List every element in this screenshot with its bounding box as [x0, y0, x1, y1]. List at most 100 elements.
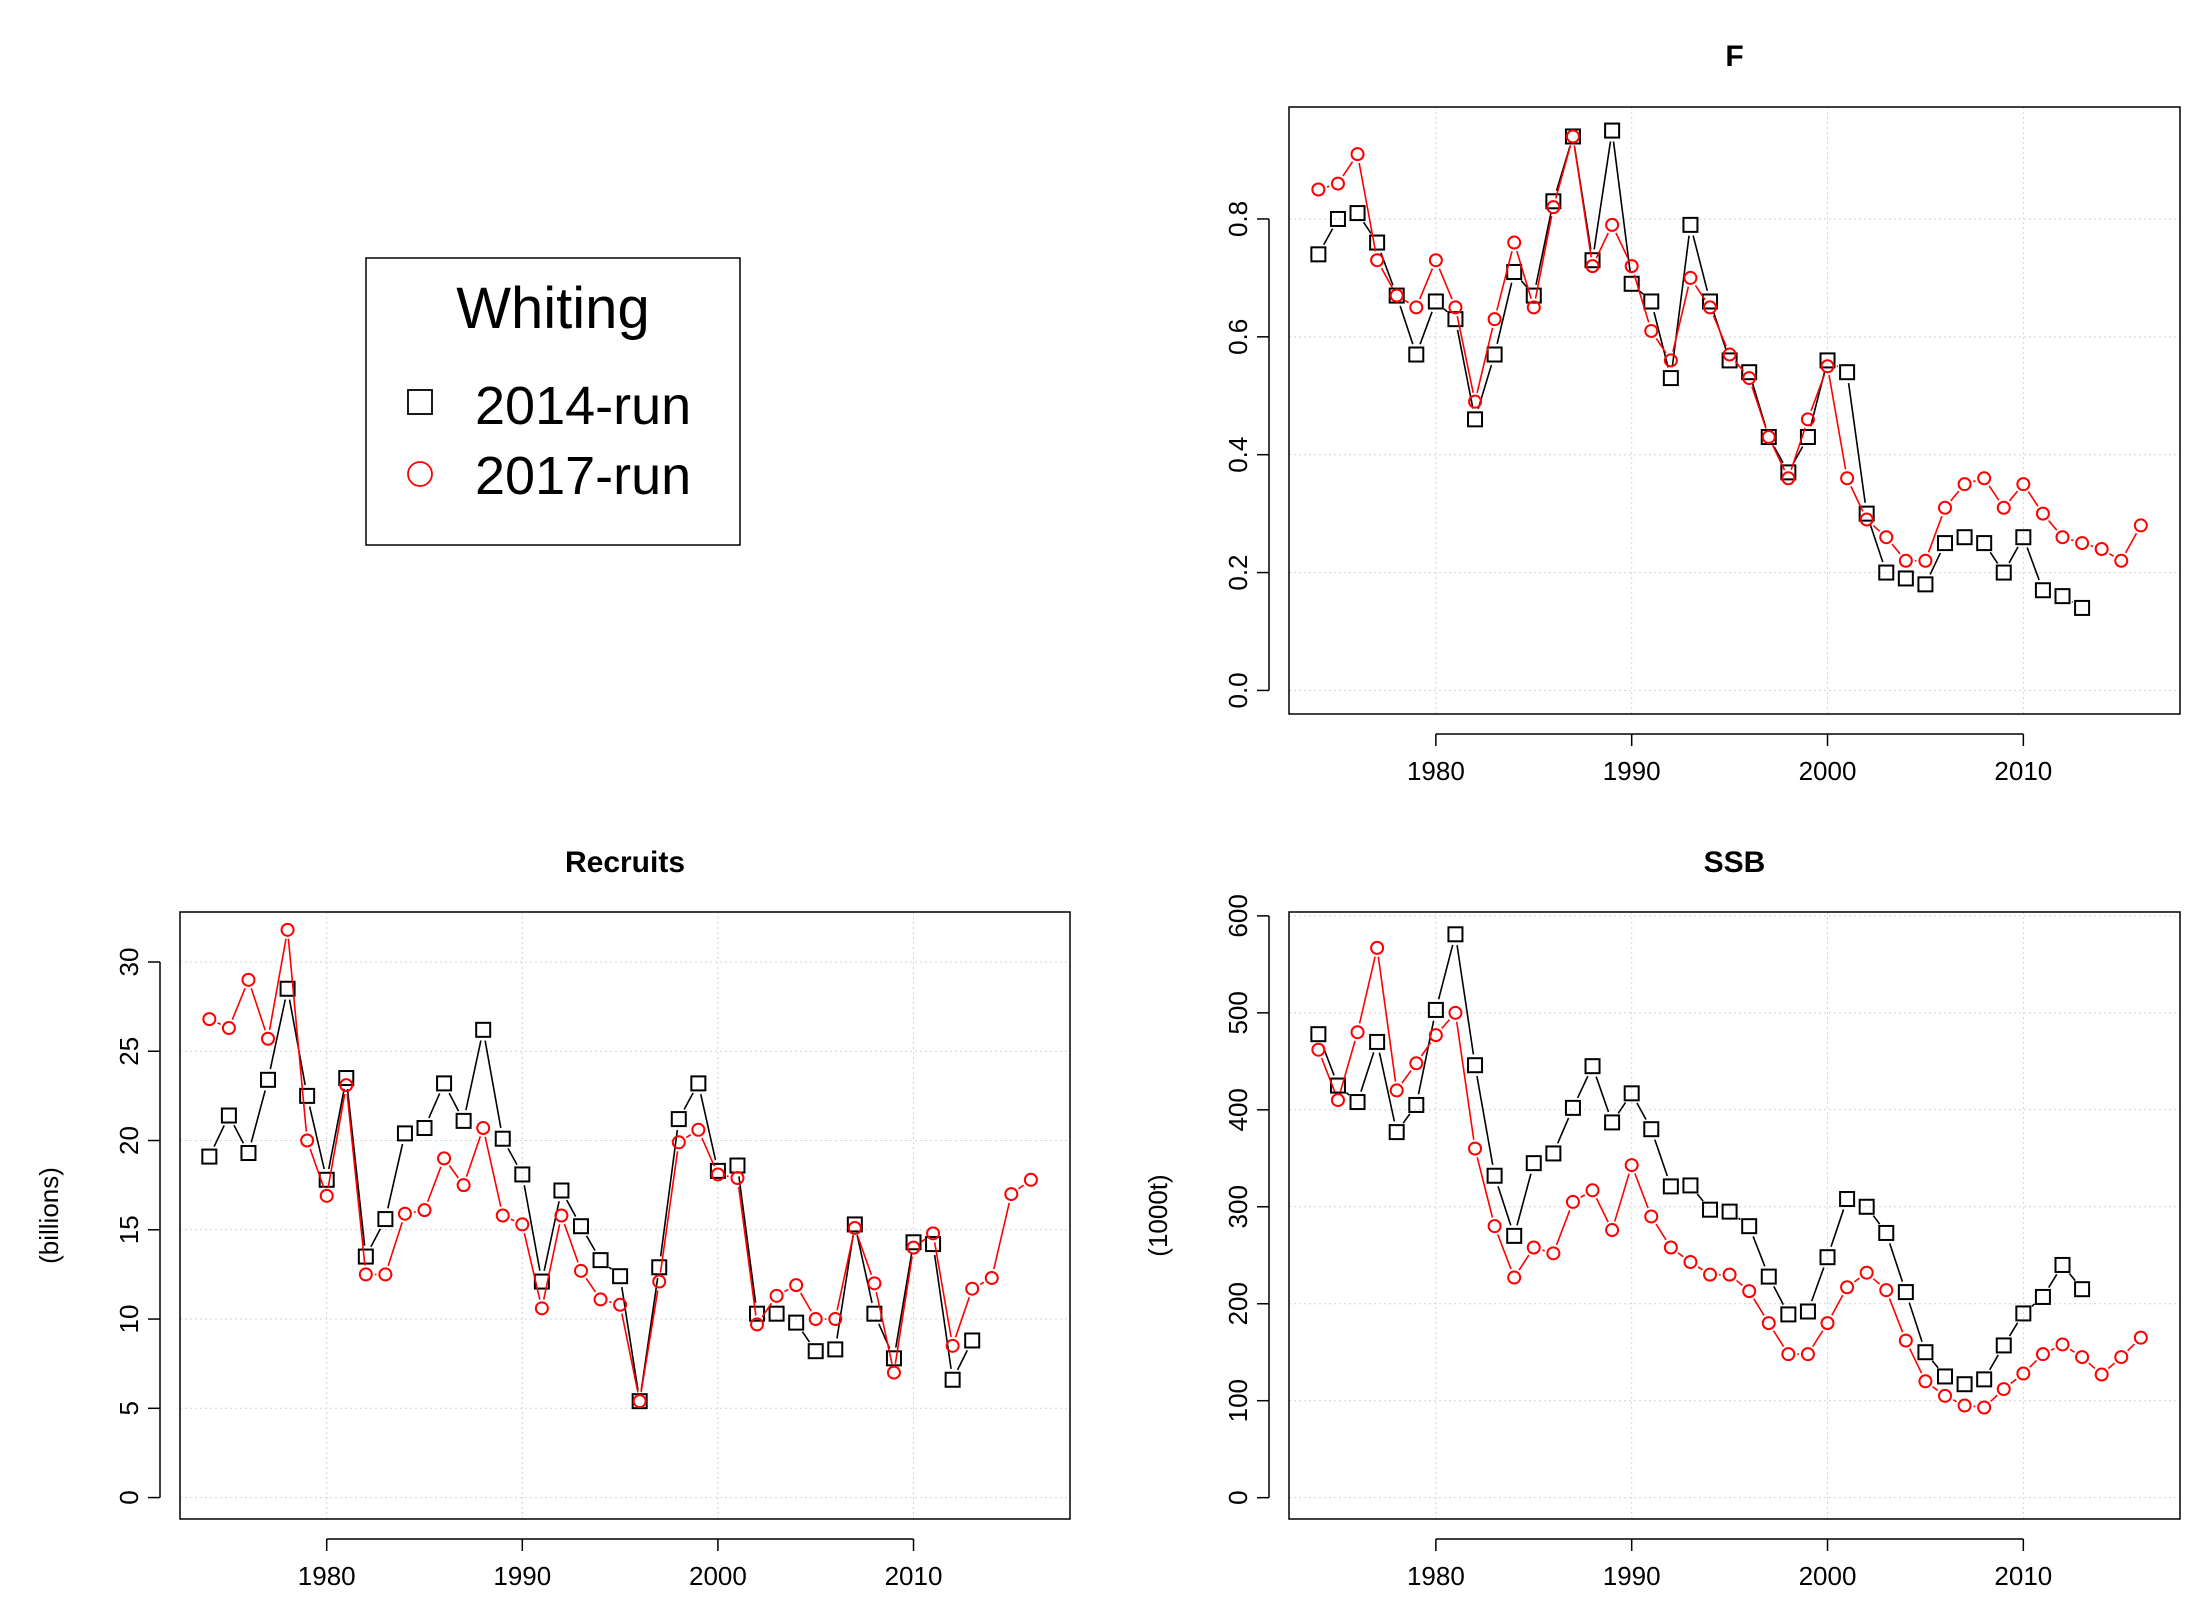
data-point: [260, 1071, 277, 1088]
data-point: [965, 1281, 980, 1296]
data-point: [2015, 1305, 2032, 1322]
series-segment: [1988, 1354, 1999, 1371]
data-point: [1546, 1246, 1561, 1261]
series-segment: [1671, 235, 1690, 368]
data-point: [867, 1276, 882, 1291]
series-segment: [1595, 1198, 1609, 1223]
data-point: [1389, 288, 1404, 303]
data-point: [1448, 300, 1463, 315]
series-segment: [1377, 956, 1397, 1082]
series-segment: [1853, 1277, 1860, 1283]
data-point: [1004, 1187, 1019, 1202]
series-segment: [507, 1147, 518, 1166]
series-segment: [1358, 162, 1377, 252]
series-segment: [1404, 299, 1409, 304]
data-point: [1310, 1026, 1327, 1043]
y-tick-label: 25: [114, 1037, 144, 1066]
series-segment: [448, 1092, 460, 1112]
series-segment: [2127, 1343, 2136, 1352]
series-segment: [2008, 546, 2019, 564]
series-segment: [621, 1286, 639, 1391]
data-point: [1369, 234, 1386, 251]
data-point: [613, 1297, 628, 1312]
data-point: [1546, 200, 1561, 215]
series-segment: [1752, 1236, 1766, 1267]
series-segment: [1771, 444, 1786, 471]
data-point: [357, 1248, 374, 1265]
series-segment: [585, 1235, 596, 1252]
series-segment: [1751, 386, 1767, 429]
series-segment: [894, 1256, 913, 1364]
data-point: [1467, 411, 1484, 428]
data-point: [1761, 430, 1776, 445]
series-segment: [683, 1092, 694, 1110]
data-point: [417, 1203, 432, 1218]
data-point: [1898, 553, 1913, 568]
series-segment: [933, 1242, 952, 1338]
data-point: [1486, 1167, 1503, 1184]
series-segment: [1828, 375, 1847, 470]
data-point: [2054, 588, 2071, 605]
data-point: [1840, 1280, 1855, 1295]
series-segment: [542, 1224, 561, 1300]
series-segment: [484, 1136, 502, 1207]
series-segment: [1613, 1173, 1630, 1222]
series-segment: [2069, 1348, 2075, 1353]
data-point: [573, 1263, 588, 1278]
series-segment: [979, 1281, 985, 1286]
y-tick-label: 0.0: [1223, 672, 1253, 708]
data-point: [1447, 926, 1464, 943]
series-segment: [1850, 486, 1864, 512]
data-point: [1624, 1158, 1639, 1173]
legend-square-marker: [407, 389, 433, 415]
data-point: [1507, 1270, 1522, 1285]
data-point: [437, 1151, 452, 1166]
series-segment: [1573, 145, 1592, 258]
data-point: [1840, 471, 1855, 486]
data-point: [1643, 1121, 1660, 1138]
data-point: [1976, 535, 1993, 552]
chart-title: F: [1725, 40, 1743, 73]
data-point: [1428, 253, 1443, 268]
series-2017-run: [1311, 129, 2148, 568]
series-segment: [1476, 1157, 1494, 1218]
y-tick-label: 15: [114, 1215, 144, 1244]
data-point: [495, 1208, 510, 1223]
data-point: [2035, 1347, 2050, 1362]
data-point: [397, 1206, 412, 1221]
series-segment: [308, 1106, 325, 1170]
y-axis-label: (billions): [34, 1167, 64, 1264]
data-point: [1878, 1224, 1895, 1241]
series-segment: [2026, 547, 2040, 581]
series-segment: [309, 1148, 325, 1188]
data-point: [299, 1087, 316, 1104]
series-segment: [1497, 1185, 1512, 1226]
data-point: [769, 1288, 784, 1303]
series-segment: [387, 1222, 403, 1267]
data-point: [846, 1216, 863, 1233]
series-segment: [250, 1090, 266, 1143]
series-segment: [213, 1125, 225, 1147]
data-point: [240, 1145, 257, 1162]
series-segment: [1891, 543, 1901, 555]
data-point: [1370, 253, 1385, 268]
series-segment: [2029, 1359, 2038, 1368]
data-point: [847, 1220, 862, 1235]
series-segment: [1773, 446, 1784, 464]
series-segment: [737, 1186, 757, 1316]
series-segment: [1694, 284, 1706, 301]
data-point: [1350, 147, 1365, 162]
series-segment: [428, 1093, 441, 1119]
data-point: [1369, 1033, 1386, 1050]
data-point: [944, 1371, 961, 1388]
data-point: [1995, 564, 2012, 581]
series-segment: [1612, 141, 1632, 273]
data-point: [1427, 293, 1444, 310]
series-segment: [956, 1349, 969, 1371]
data-point: [926, 1226, 941, 1241]
y-tick-label: 10: [114, 1305, 144, 1334]
data-point: [1839, 1191, 1856, 1208]
series-segment: [465, 1136, 482, 1177]
data-point: [1506, 264, 1523, 281]
series-segment: [1399, 305, 1414, 345]
